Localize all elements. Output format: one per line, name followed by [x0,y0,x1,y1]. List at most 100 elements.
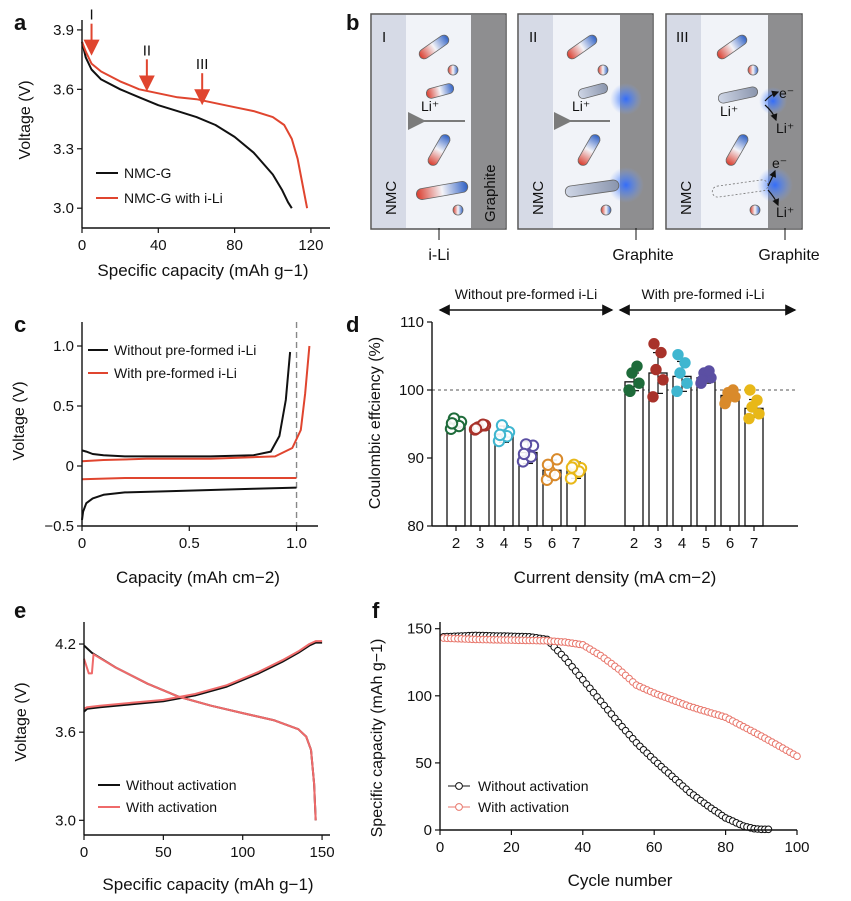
panel-e-ylabel: Voltage (V) [13,682,30,761]
data-point [445,417,459,430]
stage-2-glow [610,83,642,115]
stage-1-ion-label: Li⁺ [421,98,439,114]
data-point [624,385,636,398]
panel-label-f: f [372,598,380,623]
panel-label-c: c [14,312,26,337]
stage-3-li-arrow [767,189,779,207]
stage-3-glow [759,87,787,115]
x-tick-label: 6 [726,535,734,552]
legend-label-with-ili: With pre-formed i-Li [114,365,237,381]
y-tick-label: 0 [66,458,74,475]
data-point [517,447,531,461]
stage-2-rod [566,34,598,60]
panel-label-e: e [14,598,26,623]
x-tick-label: 7 [572,535,580,552]
panel-label-a: a [14,10,27,35]
chart-panel-c: 0 0.5 1.0−0.500.51.0 Voltage (V) Capacity … [11,322,318,587]
data-point [753,408,765,420]
stage-2-caption: Graphite [612,247,673,264]
stage-1-rod [418,34,450,60]
bar [744,407,764,527]
marker-label: III [196,56,209,73]
data-point [674,367,686,379]
stage-3-li-out-label-2: Li⁺ [776,204,794,220]
stage-1: I NMC Graphite Li⁺ i-Li [370,13,507,264]
legend-label-f-without: Without activation [478,778,589,794]
legend-label-without-activation: Without activation [126,777,237,793]
y-tick-label: 3.3 [53,141,74,158]
y-tick-label: −0.5 [44,518,74,535]
y-tick-label: 0.5 [53,398,74,415]
stage-1-graphite-label: Graphite [482,164,499,222]
data-point [548,468,562,482]
data-point [655,346,667,359]
stage-3-rod [716,34,748,60]
x-tick-label: 100 [784,839,809,856]
x-tick-label: 5 [702,535,710,552]
x-tick-label: 0 [80,844,88,861]
data-point [720,394,732,406]
y-tick-label: 150 [407,621,432,638]
panel-e-legend: Without activation With activation [98,777,237,815]
panel-a-xlabel: Specific capacity (mAh g−1) [97,261,308,280]
panel-e-xlabel: Specific capacity (mAh g−1) [102,875,313,894]
stage-2-nmc [519,15,553,228]
x-tick-label: 6 [548,535,556,552]
stage-3-rod-ghost [711,179,769,198]
bar [470,426,490,527]
panel-a-series-line [81,41,293,209]
x-tick-label: 0 [78,535,86,552]
bar [720,394,740,527]
panel-c-ylabel: Voltage (V) [11,381,28,460]
data-point [751,394,763,406]
stage-1-caption: i-Li [428,247,449,264]
legend-marker-f-without [455,782,463,790]
data-point [650,363,662,376]
x-tick-label: 5 [524,535,532,552]
stage-3-caption: Graphite [758,247,819,264]
panel-e-series-line [83,640,323,710]
panel-c-xlabel: Capacity (mAh cm−2) [116,568,280,587]
data-point [647,391,659,403]
panel-f-legend: Without activation With activation [448,778,589,815]
panel-e-series-line [83,653,317,821]
x-tick-label: 40 [574,839,591,856]
stage-1-rod [427,134,451,166]
stage-3-numeral: III [676,29,689,46]
panel-f-xlabel: Cycle number [568,871,673,890]
x-tick-label: 2 [452,535,460,552]
chart-panel-e: 0 50 100 150 3.0 3.6 4.2 Voltage (V) Specific … [13,622,335,894]
stage-1-rod [415,181,469,200]
y-tick-label: 3.0 [53,200,74,217]
x-tick-label: 0 [436,839,444,856]
panel-label-b: b [346,10,359,35]
panel-c-series-line [81,477,297,481]
x-tick-label: 4 [500,535,508,552]
panel-c-legend: Without pre-formed i-Li With pre-formed … [88,342,256,381]
stage-3-nmc [667,15,701,228]
stage-1-nmc-label: NMC [383,181,400,215]
data-point [703,365,715,377]
y-tick-label: 4.2 [55,636,76,653]
data-point [672,348,684,361]
group-label-without: Without pre-formed i-Li [455,286,597,302]
x-tick-label: 7 [750,535,758,552]
data-point [743,412,755,425]
panel-c-series-line [81,345,311,463]
data-point [565,461,579,474]
data-point [744,384,756,396]
x-tick-label: 100 [230,844,255,861]
x-tick-label: 3 [654,535,662,552]
stage-2-rod [577,83,609,99]
stage-1-particle [452,204,464,216]
stage-1-rod [425,83,455,99]
stage-3-electron-label-2: e⁻ [772,155,787,171]
stage-2: II NMC Li⁺ Graphite [517,13,674,264]
bar [446,423,466,527]
stage-3-electron-arrow [767,169,776,187]
stage-3-ion-label: Li⁺ [720,103,738,119]
legend-label-f-with: With activation [478,799,569,815]
y-tick-label: 80 [407,518,424,535]
y-tick-label: 100 [407,688,432,705]
stage-3-particle [749,204,761,216]
